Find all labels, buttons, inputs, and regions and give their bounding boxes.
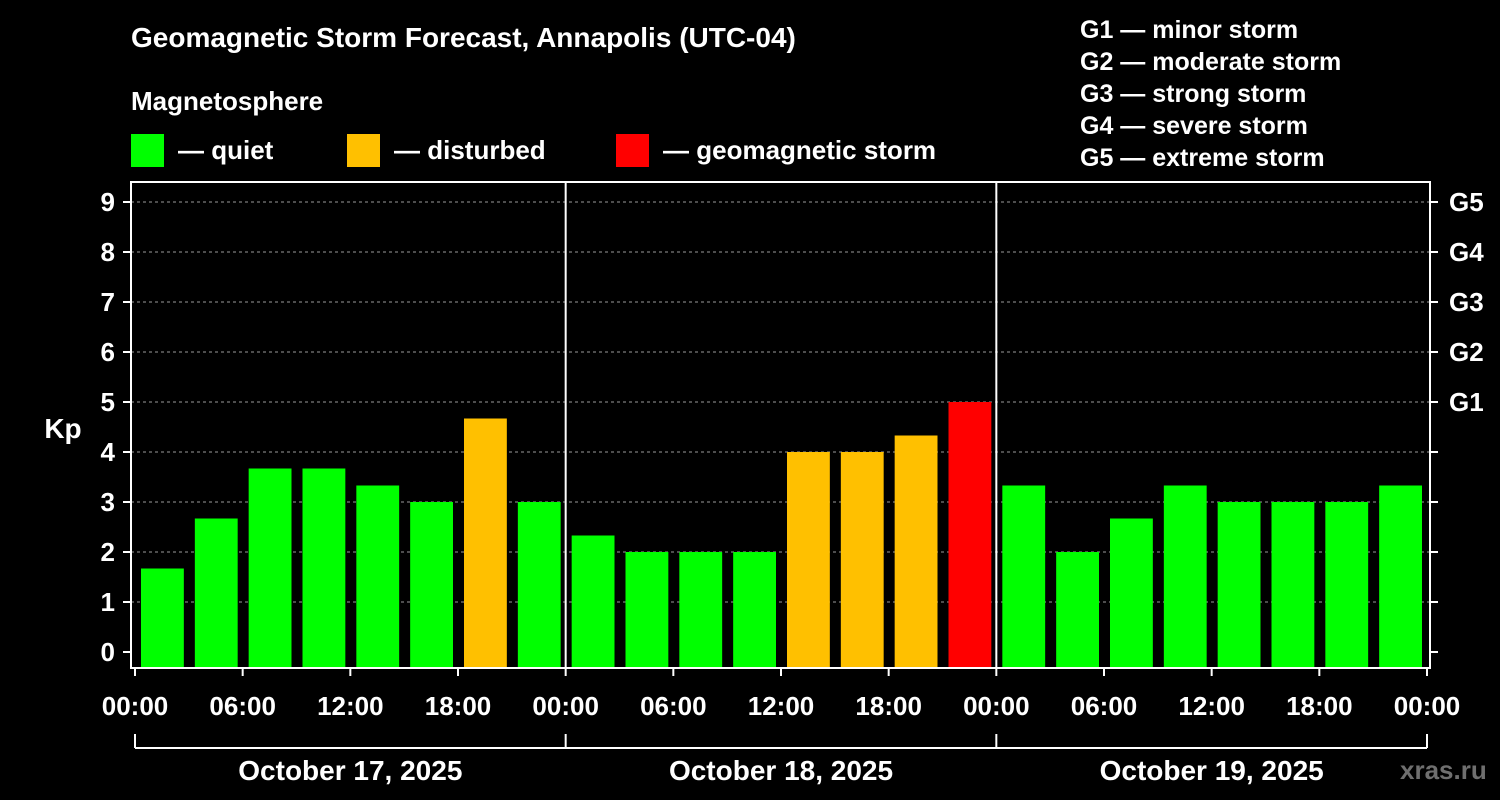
watermark: xras.ru [1400,755,1487,785]
day-label: October 18, 2025 [669,755,893,786]
x-tick-label: 00:00 [963,691,1030,721]
x-tick-label: 06:00 [640,691,707,721]
legend-swatch-storm [616,133,649,167]
x-tick-label: 12:00 [1178,691,1245,721]
y-tick-label: 3 [101,487,115,517]
kp-bar [787,452,830,668]
y-tick-label: 9 [101,187,115,217]
g-scale-label: G2 [1449,337,1484,367]
kp-bar [1379,485,1422,668]
g-legend-g3: G3 — strong storm [1080,80,1307,108]
day-label: October 19, 2025 [1100,755,1324,786]
y-tick-label: 2 [101,537,115,567]
kp-bar [894,435,938,668]
kp-bar [410,502,453,668]
kp-bar [1325,502,1369,668]
legend-label-quiet: — quiet [178,134,274,165]
g-legend-g5: G5 — extreme storm [1080,144,1325,172]
kp-bar [679,552,723,668]
x-tick-label: 12:00 [317,691,384,721]
day-label: October 17, 2025 [238,755,462,786]
kp-bar [1271,502,1315,668]
g-legend-g2: G2 — moderate storm [1080,48,1342,76]
x-tick-label: 12:00 [748,691,815,721]
y-axis-label: Kp [44,413,81,444]
x-tick-label: 06:00 [1071,691,1138,721]
chart-title: Geomagnetic Storm Forecast, Annapolis (U… [131,22,796,53]
kp-bar [302,468,346,668]
kp-bar [840,452,884,668]
y-tick-label: 4 [101,437,116,467]
y-tick-label: 6 [101,337,115,367]
kp-bar [948,402,992,668]
kp-bar [517,502,561,668]
legend-swatch-quiet [131,133,164,167]
g-legend-g1: G1 — minor storm [1080,16,1299,44]
x-tick-label: 18:00 [1286,691,1353,721]
kp-bar [464,418,507,668]
kp-bar [571,535,615,668]
kp-bar [141,568,184,668]
kp-bar [1110,518,1153,668]
y-tick-label: 0 [101,637,115,667]
kp-bar [194,518,238,668]
legend-item-quiet: — quiet [131,133,273,167]
legend-label-storm: — geomagnetic storm [663,134,937,165]
x-tick-label: 00:00 [532,691,599,721]
kp-bar [1163,485,1207,668]
y-tick-label: 8 [101,237,115,267]
y-tick-label: 7 [101,287,115,317]
y-tick-label: 1 [101,587,115,617]
x-tick-label: 06:00 [209,691,276,721]
legend-item-storm: — geomagnetic storm [616,133,936,167]
g-scale-legend: G1 — minor storm G2 — moderate storm G3 … [1080,14,1341,174]
kp-bar [733,552,776,668]
legend-item-disturbed: — disturbed [347,133,546,167]
kp-bar [356,485,400,668]
legend-label-disturbed: — disturbed [394,134,546,165]
g-scale-label: G3 [1449,287,1484,317]
g-legend-g4: G4 — severe storm [1080,112,1308,140]
legend-swatch-disturbed [347,133,380,167]
x-tick-label: 18:00 [425,691,492,721]
kp-bar [1002,485,1046,668]
kp-bar [248,468,292,668]
kp-bar [1056,552,1099,668]
legend-subtitle: Magnetosphere [131,86,324,116]
x-tick-label: 00:00 [1394,691,1461,721]
x-tick-label: 18:00 [855,691,922,721]
x-tick-label: 00:00 [102,691,169,721]
kp-bar [625,552,669,668]
g-scale-label: G1 [1449,387,1484,417]
g-scale-label: G4 [1449,237,1484,267]
g-scale-label: G5 [1449,187,1484,217]
y-tick-label: 5 [101,387,115,417]
kp-bar [1217,502,1261,668]
